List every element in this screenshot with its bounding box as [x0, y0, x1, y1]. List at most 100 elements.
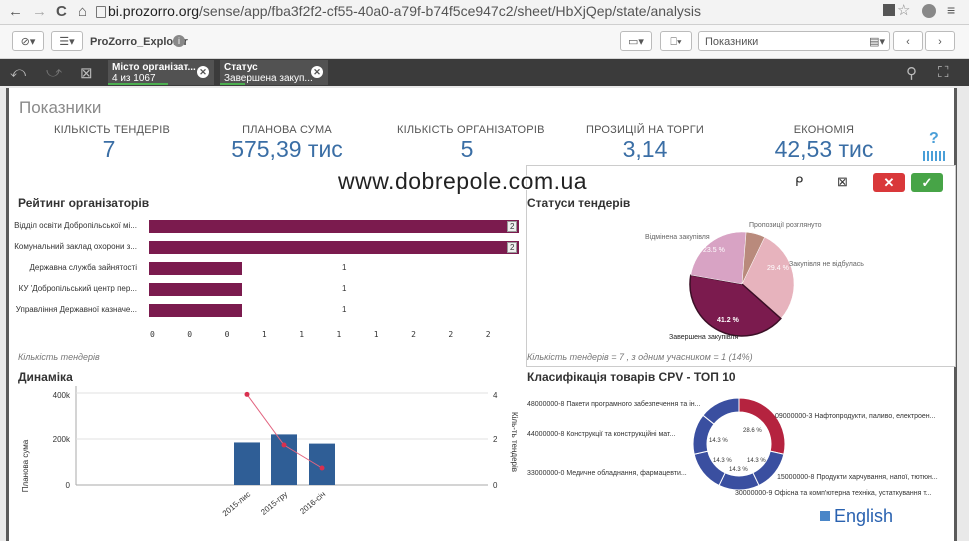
kpi-tenders[interactable]: КІЛЬКІСТЬ ТЕНДЕРІВ 7	[54, 124, 171, 163]
x-tick: 2	[448, 330, 454, 339]
home-icon[interactable]: ⌂	[78, 3, 88, 20]
bar[interactable]	[149, 262, 242, 275]
lasso-icon[interactable]: ᑭ	[795, 174, 804, 189]
kpi-savings[interactable]: ЕКОНОМІЯ 42,53 тис	[759, 124, 889, 163]
english-link[interactable]: English	[820, 506, 893, 527]
x-tick: 2	[485, 330, 491, 339]
search-icon[interactable]: ⚲	[906, 65, 917, 82]
kpi-value: 5	[460, 136, 474, 162]
pct-completed: 41.2 %	[717, 317, 740, 324]
donut-slice[interactable]	[718, 472, 760, 491]
selection-chip-status[interactable]: Статус Завершена закуп... ✕	[220, 60, 328, 85]
label-completed: Завершена закупівля	[669, 333, 738, 341]
url-path: /sense/app/fba3f2f2-cf55-40a0-a79f-b74f5…	[199, 3, 702, 19]
x-tick: 2015-гру	[259, 490, 289, 517]
line-point[interactable]	[244, 391, 250, 397]
line-point[interactable]	[319, 465, 325, 471]
bar-label[interactable]: Комунальний заклад охорони з...	[14, 242, 137, 251]
watermark: www.dobrepole.com.ua	[338, 168, 588, 194]
kpi-label: ЕКОНОМІЯ	[793, 124, 855, 136]
rating-footer: Кількість тендерів	[18, 352, 100, 362]
kpi-label: КІЛЬКІСТЬ ТЕНДЕРІВ	[54, 124, 171, 136]
x-tick: 0	[187, 330, 193, 339]
step-forward-icon[interactable]: ⤻	[46, 64, 63, 81]
selection-tool-icon[interactable]: ⛶	[938, 64, 949, 81]
bar[interactable]	[271, 434, 297, 485]
cpv-donut[interactable]: 48000000-8 Пакети програмного забезпечен…	[527, 382, 957, 504]
kpi-label: ПЛАНОВА СУМА	[242, 124, 332, 136]
reload-icon[interactable]: C	[56, 3, 67, 20]
menu-button[interactable]: ☰▾	[51, 31, 83, 51]
clear-all-icon[interactable]: ⊠	[80, 65, 93, 82]
confirm-selection-button[interactable]: ✓	[911, 173, 943, 192]
x-tick: 2016-січ	[298, 490, 327, 516]
wave-icon	[923, 151, 945, 161]
close-icon[interactable]: ✕	[197, 66, 209, 78]
bar[interactable]	[309, 443, 335, 485]
donut-slice[interactable]	[693, 450, 726, 487]
ytick-left: 200k	[53, 435, 71, 444]
dynamics-chart[interactable]: 2015-лис 2015-гру 2016-січ Планова сума Кі…	[18, 382, 523, 534]
star-icon[interactable]: ☆	[897, 2, 911, 19]
pct-cancelled: 23.5 %	[703, 247, 725, 254]
present-button[interactable]: ▭▾	[620, 31, 652, 51]
chip-title: Статус	[224, 62, 258, 73]
info-icon[interactable]: i	[173, 35, 185, 47]
prev-sheet-button[interactable]: ‹	[893, 31, 923, 51]
statuses-pie[interactable]: Пропозиції розглянуто Відмінена закупівл…	[527, 208, 947, 353]
bar[interactable]	[149, 304, 242, 317]
bar-label[interactable]: Управління Державної казначе...	[15, 305, 137, 314]
dynamics-title: Динаміка	[18, 370, 73, 384]
statuses-title: Статуси тендерів	[527, 196, 631, 210]
bar-label[interactable]: Відділ освіти Добропільської мі...	[14, 221, 137, 230]
selection-chip-city[interactable]: Місто організат... 4 из 1067 ✕	[108, 60, 214, 85]
translate-icon[interactable]	[883, 4, 895, 16]
cpv-pct: 28.6 %	[743, 428, 762, 434]
donut-slice[interactable]	[702, 397, 740, 425]
bar[interactable]	[149, 241, 519, 254]
bar-value: 2	[507, 221, 518, 232]
page-title: Показники	[19, 98, 102, 117]
label-cancelled: Відмінена закупівля	[645, 233, 710, 241]
cancel-selection-button[interactable]: ✕	[873, 173, 905, 192]
extension-icon[interactable]	[922, 4, 936, 18]
step-back-icon[interactable]: ⤺	[10, 64, 27, 81]
line-point[interactable]	[281, 442, 287, 448]
pie-slice[interactable]	[741, 231, 765, 285]
menu-icon[interactable]: ≡	[947, 2, 956, 18]
cpv-title: Класифікація товарів CPV - ТОП 10	[527, 370, 736, 384]
statuses-footer: Кількість тендерів = 7 , з одним учасник…	[527, 352, 753, 362]
address-bar[interactable]: bi.prozorro.org/sense/app/fba3f2f2-cf55-…	[108, 3, 701, 19]
pct-failed: 29.4 %	[767, 265, 789, 272]
bar[interactable]	[234, 442, 260, 485]
navigation-button[interactable]: ⊘▾	[12, 31, 44, 51]
cpv-label: 15000000-8 Продукти харчування, напої, т…	[777, 474, 938, 481]
kpi-label: ПРОЗИЦІЙ НА ТОРГИ	[586, 124, 704, 136]
label-failed: Закупівля не відбулась	[789, 260, 864, 268]
kpi-proposals[interactable]: ПРОЗИЦІЙ НА ТОРГИ 3,14	[575, 124, 715, 163]
bookmark-button[interactable]: ⎕▾	[660, 31, 692, 51]
help-icon[interactable]: ?	[929, 130, 939, 147]
ytick-left: 0	[66, 481, 71, 490]
bar[interactable]	[149, 220, 519, 233]
bar-label[interactable]: КУ 'Добропільський центр пер...	[18, 284, 137, 293]
kpi-value: 575,39 тис	[231, 136, 343, 162]
donut-slice[interactable]	[738, 397, 786, 455]
x-tick: 0	[224, 330, 230, 339]
x-tick: 1	[299, 330, 305, 339]
kpi-planned-sum[interactable]: ПЛАНОВА СУМА 575,39 тис	[217, 124, 357, 163]
bar-value: 1	[342, 305, 347, 314]
kpi-organizers[interactable]: КІЛЬКІСТЬ ОРГАНІЗАТОРІВ 5	[397, 124, 544, 163]
next-sheet-button[interactable]: ›	[925, 31, 955, 51]
back-icon[interactable]: ←	[8, 3, 23, 20]
sheet-selector[interactable]: Показники ▤▾	[698, 31, 890, 51]
app-name: ProZorro_Explorer	[90, 36, 188, 48]
close-icon[interactable]: ✕	[311, 66, 323, 78]
clear-selection-icon[interactable]: ⊠	[837, 174, 848, 189]
bar-label[interactable]: Державна служба зайнятості	[29, 263, 137, 272]
pie-slice[interactable]	[689, 274, 782, 337]
pie-slice[interactable]	[690, 231, 747, 285]
ylabel-right: Кіль-ть тендерів	[510, 412, 519, 472]
forward-icon[interactable]: →	[32, 3, 47, 20]
bar[interactable]	[149, 283, 242, 296]
